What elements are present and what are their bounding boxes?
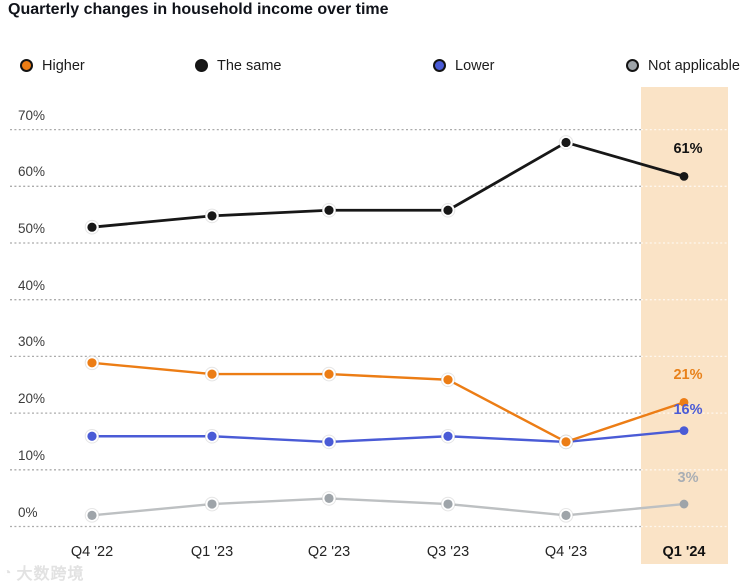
legend-item-na: Not applicable	[626, 57, 740, 74]
highlight-band	[641, 87, 728, 564]
legend-label: Higher	[42, 57, 85, 74]
point-na-4	[561, 510, 571, 520]
series-line-higher	[91, 361, 685, 444]
x-axis-label-1: Q4 '22	[70, 544, 114, 560]
y-axis-label: 30%	[18, 334, 46, 350]
point-lower-1	[207, 431, 217, 441]
point-higher-4	[561, 437, 571, 447]
y-axis-label: 70%	[18, 107, 46, 123]
point-lower-5	[679, 426, 689, 435]
legend-item-same: The same	[195, 57, 281, 74]
end-label-higher: 21%	[673, 367, 703, 384]
y-axis-label: 20%	[18, 391, 46, 407]
point-same-4	[561, 137, 571, 148]
end-label-na: 3%	[677, 470, 699, 487]
legend-dot-icon	[20, 59, 33, 72]
watermark: ◔ 大数跨境	[3, 560, 84, 584]
point-higher-2	[324, 369, 334, 379]
legend-item-lower: Lower	[433, 57, 495, 74]
point-higher-3	[443, 375, 453, 385]
point-lower-0	[87, 431, 97, 441]
logo-badge-icon: ◔	[3, 564, 13, 580]
series-line-same	[91, 141, 685, 229]
y-axis-label: 60%	[18, 164, 46, 180]
x-axis-label-3: Q2 '23	[307, 544, 351, 560]
end-label-lower: 16%	[673, 401, 703, 418]
x-axis-label-2: Q1 '23	[190, 544, 234, 560]
legend-dot-icon	[195, 59, 208, 72]
point-same-0	[87, 222, 97, 232]
legend-label: The same	[217, 57, 282, 74]
y-axis-label: 50%	[18, 221, 46, 236]
legend-dot-icon	[626, 59, 639, 72]
x-axis-label-5: Q4 '23	[544, 544, 588, 560]
point-same-1	[207, 211, 217, 221]
point-same-2	[324, 205, 334, 215]
point-higher-1	[207, 369, 217, 379]
legend-item-higher: Higher	[20, 57, 85, 74]
watermark-text: 大数跨境	[16, 566, 85, 583]
y-axis-label: 10%	[18, 447, 46, 463]
series-line-lower	[92, 429, 685, 444]
point-na-2	[324, 493, 334, 503]
x-axis-label-4: Q3 '23	[426, 544, 470, 560]
series-line-na	[91, 497, 685, 517]
point-higher-0	[87, 358, 97, 368]
point-na-5	[679, 499, 689, 509]
point-lower-3	[443, 431, 453, 441]
point-same-3	[443, 205, 453, 215]
legend-label: Not applicable	[648, 57, 740, 74]
chart-title: Quarterly changes in household income ov…	[8, 1, 389, 18]
legend-dot-icon	[433, 59, 446, 72]
point-na-0	[87, 510, 97, 520]
x-axis-label-6: Q1 '24	[662, 544, 706, 560]
end-label-same: 61%	[673, 141, 703, 158]
point-higher-5	[679, 397, 689, 407]
point-same-5	[679, 171, 689, 181]
point-lower-2	[324, 437, 334, 447]
point-na-1	[207, 499, 217, 509]
y-axis-label: 40%	[18, 277, 46, 293]
y-axis-label: 0%	[18, 504, 38, 520]
legend-label: Lower	[455, 57, 495, 74]
point-na-3	[443, 499, 453, 509]
